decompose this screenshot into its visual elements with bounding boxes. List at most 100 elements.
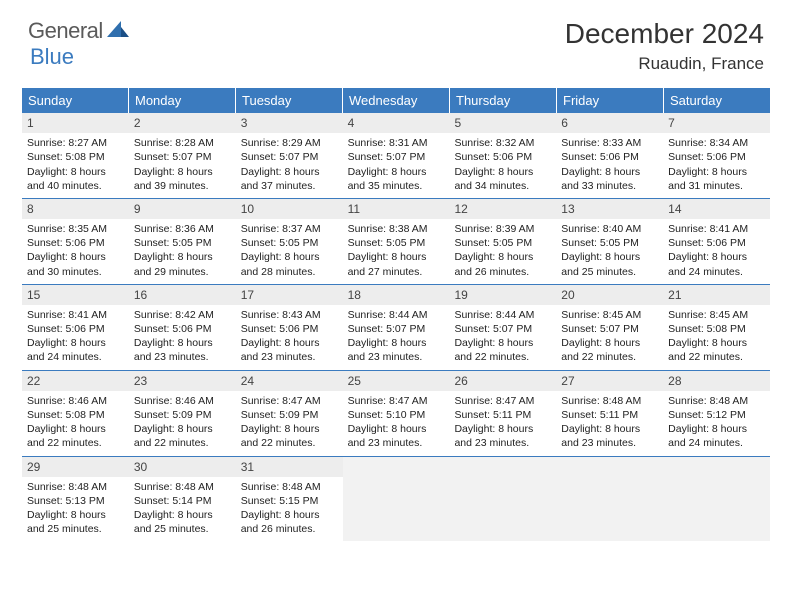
daylight-text: Daylight: 8 hours and 23 minutes.	[454, 422, 551, 450]
sunrise-text: Sunrise: 8:48 AM	[561, 394, 658, 408]
sunset-text: Sunset: 5:05 PM	[241, 236, 338, 250]
daylight-text: Daylight: 8 hours and 25 minutes.	[27, 508, 124, 536]
sunset-text: Sunset: 5:06 PM	[134, 322, 231, 336]
daylight-text: Daylight: 8 hours and 22 minutes.	[454, 336, 551, 364]
day-cell: 30Sunrise: 8:48 AMSunset: 5:14 PMDayligh…	[129, 457, 236, 542]
daylight-text: Daylight: 8 hours and 22 minutes.	[134, 422, 231, 450]
day-cell: 29Sunrise: 8:48 AMSunset: 5:13 PMDayligh…	[22, 457, 129, 542]
day-cell: 22Sunrise: 8:46 AMSunset: 5:08 PMDayligh…	[22, 371, 129, 456]
daylight-text: Daylight: 8 hours and 26 minutes.	[241, 508, 338, 536]
daylight-text: Daylight: 8 hours and 27 minutes.	[348, 250, 445, 278]
daylight-text: Daylight: 8 hours and 26 minutes.	[454, 250, 551, 278]
daylight-text: Daylight: 8 hours and 39 minutes.	[134, 165, 231, 193]
day-number: 16	[129, 285, 236, 305]
sunrise-text: Sunrise: 8:28 AM	[134, 136, 231, 150]
day-cell: 18Sunrise: 8:44 AMSunset: 5:07 PMDayligh…	[343, 285, 450, 370]
daylight-text: Daylight: 8 hours and 23 minutes.	[561, 422, 658, 450]
day-number: 19	[449, 285, 556, 305]
day-header: Thursday	[450, 88, 557, 113]
day-cell: 28Sunrise: 8:48 AMSunset: 5:12 PMDayligh…	[663, 371, 770, 456]
sunset-text: Sunset: 5:07 PM	[561, 322, 658, 336]
sunset-text: Sunset: 5:10 PM	[348, 408, 445, 422]
brand-triangle-icon	[107, 21, 129, 42]
sunrise-text: Sunrise: 8:32 AM	[454, 136, 551, 150]
sunset-text: Sunset: 5:09 PM	[241, 408, 338, 422]
day-cell: 23Sunrise: 8:46 AMSunset: 5:09 PMDayligh…	[129, 371, 236, 456]
day-cell: 31Sunrise: 8:48 AMSunset: 5:15 PMDayligh…	[236, 457, 343, 542]
sunrise-text: Sunrise: 8:27 AM	[27, 136, 124, 150]
empty-cell	[663, 457, 770, 542]
daylight-text: Daylight: 8 hours and 23 minutes.	[241, 336, 338, 364]
sunrise-text: Sunrise: 8:38 AM	[348, 222, 445, 236]
day-cell: 21Sunrise: 8:45 AMSunset: 5:08 PMDayligh…	[663, 285, 770, 370]
daylight-text: Daylight: 8 hours and 24 minutes.	[668, 422, 765, 450]
sunset-text: Sunset: 5:05 PM	[348, 236, 445, 250]
daylight-text: Daylight: 8 hours and 24 minutes.	[668, 250, 765, 278]
day-number: 5	[449, 113, 556, 133]
sunrise-text: Sunrise: 8:41 AM	[27, 308, 124, 322]
sunrise-text: Sunrise: 8:46 AM	[134, 394, 231, 408]
day-header: Wednesday	[343, 88, 450, 113]
sunrise-text: Sunrise: 8:35 AM	[27, 222, 124, 236]
empty-cell	[449, 457, 556, 542]
calendar-week: 29Sunrise: 8:48 AMSunset: 5:13 PMDayligh…	[22, 457, 770, 542]
sunrise-text: Sunrise: 8:47 AM	[241, 394, 338, 408]
sunrise-text: Sunrise: 8:42 AM	[134, 308, 231, 322]
daylight-text: Daylight: 8 hours and 29 minutes.	[134, 250, 231, 278]
sunset-text: Sunset: 5:05 PM	[561, 236, 658, 250]
sunrise-text: Sunrise: 8:44 AM	[454, 308, 551, 322]
empty-daynum	[556, 457, 663, 477]
daylight-text: Daylight: 8 hours and 37 minutes.	[241, 165, 338, 193]
day-header: Saturday	[664, 88, 770, 113]
day-cell: 20Sunrise: 8:45 AMSunset: 5:07 PMDayligh…	[556, 285, 663, 370]
day-number: 10	[236, 199, 343, 219]
day-number: 21	[663, 285, 770, 305]
day-number: 13	[556, 199, 663, 219]
day-number: 1	[22, 113, 129, 133]
sunrise-text: Sunrise: 8:47 AM	[348, 394, 445, 408]
calendar-week: 15Sunrise: 8:41 AMSunset: 5:06 PMDayligh…	[22, 285, 770, 371]
day-number: 2	[129, 113, 236, 133]
day-cell: 7Sunrise: 8:34 AMSunset: 5:06 PMDaylight…	[663, 113, 770, 198]
sunrise-text: Sunrise: 8:45 AM	[668, 308, 765, 322]
day-header: Tuesday	[236, 88, 343, 113]
day-cell: 12Sunrise: 8:39 AMSunset: 5:05 PMDayligh…	[449, 199, 556, 284]
sunset-text: Sunset: 5:06 PM	[27, 236, 124, 250]
day-cell: 4Sunrise: 8:31 AMSunset: 5:07 PMDaylight…	[343, 113, 450, 198]
daylight-text: Daylight: 8 hours and 35 minutes.	[348, 165, 445, 193]
sunset-text: Sunset: 5:08 PM	[27, 408, 124, 422]
calendar-week: 22Sunrise: 8:46 AMSunset: 5:08 PMDayligh…	[22, 371, 770, 457]
daylight-text: Daylight: 8 hours and 22 minutes.	[561, 336, 658, 364]
day-number: 12	[449, 199, 556, 219]
sunset-text: Sunset: 5:07 PM	[241, 150, 338, 164]
day-cell: 27Sunrise: 8:48 AMSunset: 5:11 PMDayligh…	[556, 371, 663, 456]
daylight-text: Daylight: 8 hours and 23 minutes.	[348, 422, 445, 450]
sunset-text: Sunset: 5:07 PM	[348, 322, 445, 336]
daylight-text: Daylight: 8 hours and 28 minutes.	[241, 250, 338, 278]
day-number: 29	[22, 457, 129, 477]
sunrise-text: Sunrise: 8:45 AM	[561, 308, 658, 322]
sunrise-text: Sunrise: 8:46 AM	[27, 394, 124, 408]
daylight-text: Daylight: 8 hours and 23 minutes.	[134, 336, 231, 364]
sunrise-text: Sunrise: 8:34 AM	[668, 136, 765, 150]
brand-part2: Blue	[30, 44, 74, 70]
day-cell: 11Sunrise: 8:38 AMSunset: 5:05 PMDayligh…	[343, 199, 450, 284]
day-cell: 25Sunrise: 8:47 AMSunset: 5:10 PMDayligh…	[343, 371, 450, 456]
day-number: 6	[556, 113, 663, 133]
daylight-text: Daylight: 8 hours and 25 minutes.	[134, 508, 231, 536]
calendar-header-row: SundayMondayTuesdayWednesdayThursdayFrid…	[22, 88, 770, 113]
daylight-text: Daylight: 8 hours and 22 minutes.	[27, 422, 124, 450]
sunrise-text: Sunrise: 8:48 AM	[27, 480, 124, 494]
day-cell: 15Sunrise: 8:41 AMSunset: 5:06 PMDayligh…	[22, 285, 129, 370]
day-cell: 13Sunrise: 8:40 AMSunset: 5:05 PMDayligh…	[556, 199, 663, 284]
day-number: 15	[22, 285, 129, 305]
sunrise-text: Sunrise: 8:48 AM	[241, 480, 338, 494]
sunrise-text: Sunrise: 8:41 AM	[668, 222, 765, 236]
sunrise-text: Sunrise: 8:48 AM	[134, 480, 231, 494]
sunset-text: Sunset: 5:05 PM	[134, 236, 231, 250]
calendar-week: 8Sunrise: 8:35 AMSunset: 5:06 PMDaylight…	[22, 199, 770, 285]
sunset-text: Sunset: 5:12 PM	[668, 408, 765, 422]
daylight-text: Daylight: 8 hours and 31 minutes.	[668, 165, 765, 193]
day-cell: 6Sunrise: 8:33 AMSunset: 5:06 PMDaylight…	[556, 113, 663, 198]
sunrise-text: Sunrise: 8:43 AM	[241, 308, 338, 322]
